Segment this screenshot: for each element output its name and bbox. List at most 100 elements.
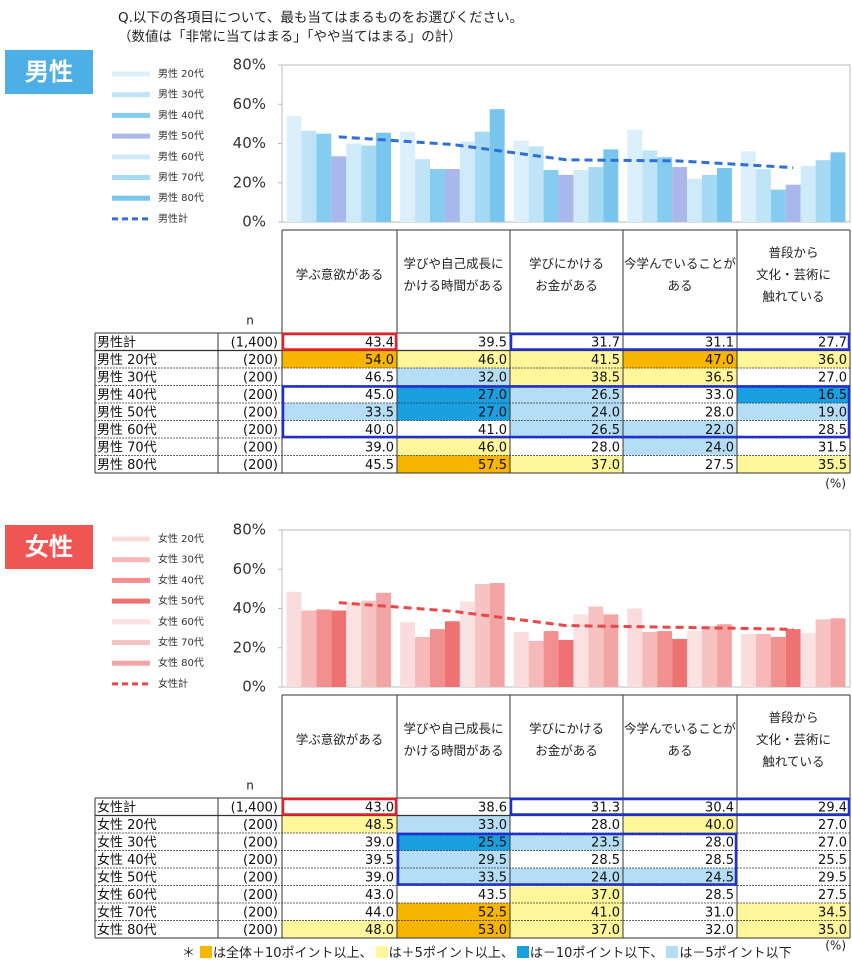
column-header: 学ぶ意欲がある [295, 266, 384, 282]
cell-highlight [510, 385, 623, 403]
bar [489, 109, 505, 222]
row-label: 男性 20代 [97, 353, 157, 368]
bar [815, 160, 831, 222]
row-label: 男性 60代 [97, 423, 157, 438]
cell-highlight [397, 368, 510, 386]
cell-highlight [623, 420, 737, 438]
cell-highlight [510, 920, 623, 938]
column-header: 学びにかける お金がある [528, 720, 604, 758]
cell-value: 19.0 [818, 405, 847, 420]
y-tick-label: 20% [233, 638, 266, 656]
cell-highlight [397, 350, 510, 368]
bar [800, 166, 816, 222]
column-header: 学ぶ意欲がある [295, 731, 384, 747]
bar [301, 610, 317, 687]
row-n: (200) [243, 388, 278, 403]
highlight-box [281, 332, 398, 351]
bar [657, 157, 673, 222]
cell-value: 39.5 [478, 335, 507, 350]
cell-highlight [623, 438, 737, 456]
column-header: 学びにかける お金がある [528, 255, 604, 293]
y-tick-label: 0% [242, 678, 266, 696]
cell-highlight [510, 350, 623, 368]
cell-value: 41.5 [591, 353, 620, 368]
bar [444, 621, 460, 687]
legend-label: 男性 50代 [158, 129, 204, 142]
footnote: ＊ は全体＋10ポイント以上、 は＋5ポイント以上、 は－10ポイント以下、 は－5ポイ… [182, 942, 792, 961]
cell-value: 27.0 [818, 370, 847, 385]
bar [627, 129, 643, 222]
footnote-label: は＋5ポイント以上、 [388, 946, 514, 961]
footnote-mark: ＊ [182, 946, 196, 961]
bar [785, 629, 801, 687]
legend-label: 男性 80代 [158, 191, 204, 204]
bar [346, 143, 362, 222]
row-label: 女性 80代 [97, 922, 157, 938]
row-n: (200) [243, 440, 278, 455]
legend-label: 女性 20代 [158, 532, 204, 545]
bar [687, 631, 702, 687]
cell-value: 46.0 [478, 353, 507, 368]
cell-value: 54.0 [365, 353, 394, 368]
legend-label: 女性 50代 [158, 594, 204, 607]
legend-label: 男性 70代 [158, 171, 204, 184]
y-tick-label: 80% [233, 56, 266, 74]
cell-value: 29.5 [478, 853, 507, 868]
cell-value: 31.0 [705, 905, 734, 920]
cell-highlight [397, 385, 510, 403]
bar [528, 146, 544, 222]
row-n: (200) [243, 405, 278, 420]
cell-highlight [397, 920, 510, 938]
cell-value: 30.4 [705, 800, 734, 815]
bar [400, 131, 416, 222]
cell-value: 43.4 [365, 335, 394, 350]
question-note: （数値は「非常に当てはまる」「やや当てはまる」の計） [118, 29, 462, 45]
legend-swatch [112, 640, 150, 645]
bar [588, 167, 604, 222]
row-label: 女性 60代 [97, 887, 157, 903]
cell-highlight [737, 455, 850, 473]
cell-value: 16.5 [818, 388, 847, 403]
cell-highlight [510, 420, 623, 438]
n-header: n [246, 314, 254, 328]
legend-swatch [112, 195, 150, 201]
legend-swatch [112, 175, 150, 180]
unit-label: (%) [825, 939, 846, 953]
row-label: 男性 80代 [97, 458, 157, 473]
bar [430, 629, 445, 687]
row-label: 男性 70代 [97, 440, 157, 455]
cell-highlight [282, 350, 397, 368]
y-tick-label: 80% [233, 521, 266, 539]
cell-value: 28.0 [705, 405, 734, 420]
bar [301, 130, 317, 222]
cell-value: 33.5 [478, 870, 507, 885]
row-n: (1,400) [231, 800, 278, 815]
bar [474, 583, 490, 687]
cell-value: 27.5 [705, 458, 734, 473]
bar [444, 169, 460, 222]
bar [331, 156, 347, 222]
bar [316, 609, 332, 687]
highlight-box [396, 832, 738, 886]
bar [657, 631, 673, 687]
bar [459, 141, 475, 222]
y-tick-label: 0% [242, 213, 266, 231]
bar [346, 602, 362, 687]
legend-swatch [112, 92, 150, 98]
cell-value: 39.0 [365, 440, 394, 455]
row-label: 男性 40代 [97, 388, 157, 403]
row-n: (200) [243, 905, 278, 920]
cell-highlight [510, 368, 623, 386]
cell-value: 28.0 [591, 818, 620, 833]
row-n: (200) [243, 423, 278, 438]
row-n: (200) [243, 818, 278, 833]
cell-value: 31.3 [591, 800, 620, 815]
bar [543, 631, 559, 687]
n-header: n [246, 779, 254, 793]
row-n: (200) [243, 923, 278, 938]
cell-value: 40.0 [365, 423, 394, 438]
cell-value: 36.0 [818, 353, 847, 368]
footnote-label: は－5ポイント以下 [679, 946, 792, 961]
y-tick-label: 60% [233, 95, 266, 113]
